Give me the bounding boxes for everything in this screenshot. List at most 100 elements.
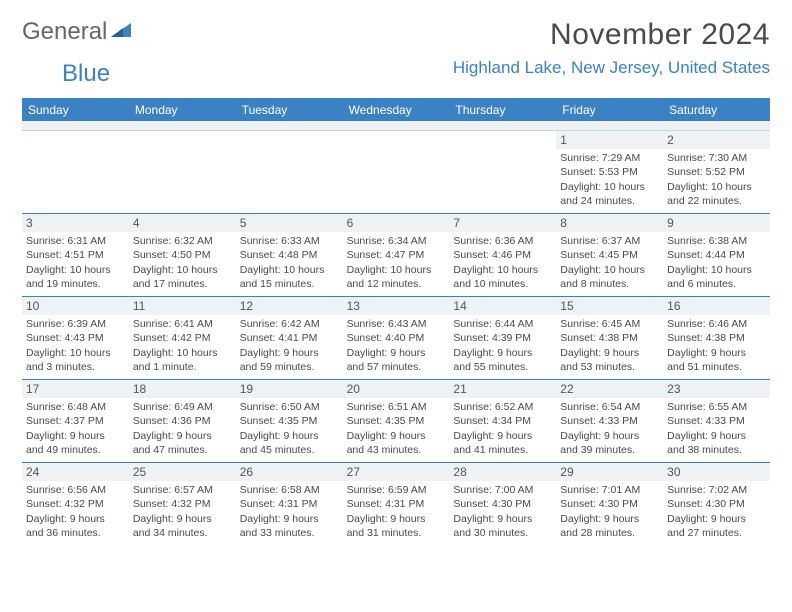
sunset-line: Sunset: 4:31 PM: [347, 497, 446, 511]
sunset-line: Sunset: 4:40 PM: [347, 331, 446, 345]
day-cell: 8Sunrise: 6:37 AMSunset: 4:45 PMDaylight…: [556, 214, 663, 296]
sunrise-line: Sunrise: 6:33 AM: [240, 234, 339, 248]
weeks-container: 1Sunrise: 7:29 AMSunset: 5:53 PMDaylight…: [22, 131, 770, 545]
daylight-line: and 24 minutes.: [560, 194, 659, 208]
day-cell: 30Sunrise: 7:02 AMSunset: 4:30 PMDayligh…: [663, 463, 770, 545]
sunset-line: Sunset: 4:37 PM: [26, 414, 125, 428]
daylight-line: and 17 minutes.: [133, 277, 232, 291]
sunset-line: Sunset: 4:30 PM: [667, 497, 766, 511]
sunrise-line: Sunrise: 6:41 AM: [133, 317, 232, 331]
sunrise-line: Sunrise: 6:51 AM: [347, 400, 446, 414]
day-cell: 24Sunrise: 6:56 AMSunset: 4:32 PMDayligh…: [22, 463, 129, 545]
daylight-line: Daylight: 10 hours: [240, 263, 339, 277]
sunrise-line: Sunrise: 6:52 AM: [453, 400, 552, 414]
daylight-line: Daylight: 10 hours: [26, 346, 125, 360]
day-number: 18: [129, 380, 236, 398]
daylight-line: and 28 minutes.: [560, 526, 659, 540]
logo: General: [22, 18, 135, 46]
daylight-line: Daylight: 9 hours: [133, 429, 232, 443]
day-cell: 29Sunrise: 7:01 AMSunset: 4:30 PMDayligh…: [556, 463, 663, 545]
daylight-line: Daylight: 9 hours: [240, 346, 339, 360]
daylight-line: Daylight: 9 hours: [667, 346, 766, 360]
sunset-line: Sunset: 4:43 PM: [26, 331, 125, 345]
day-number: 17: [22, 380, 129, 398]
day-number: 26: [236, 463, 343, 481]
sunset-line: Sunset: 4:31 PM: [240, 497, 339, 511]
dow-thu: Thursday: [449, 99, 556, 121]
daylight-line: and 55 minutes.: [453, 360, 552, 374]
day-number: 16: [663, 297, 770, 315]
day-cell: 21Sunrise: 6:52 AMSunset: 4:34 PMDayligh…: [449, 380, 556, 462]
day-cell: 9Sunrise: 6:38 AMSunset: 4:44 PMDaylight…: [663, 214, 770, 296]
daylight-line: Daylight: 10 hours: [453, 263, 552, 277]
daylight-line: and 41 minutes.: [453, 443, 552, 457]
day-cell: 28Sunrise: 7:00 AMSunset: 4:30 PMDayligh…: [449, 463, 556, 545]
day-cell: 20Sunrise: 6:51 AMSunset: 4:35 PMDayligh…: [343, 380, 450, 462]
daylight-line: and 38 minutes.: [667, 443, 766, 457]
title-block: November 2024 Highland Lake, New Jersey,…: [453, 18, 770, 78]
daylight-line: and 3 minutes.: [26, 360, 125, 374]
daylight-line: and 49 minutes.: [26, 443, 125, 457]
daylight-line: Daylight: 10 hours: [347, 263, 446, 277]
sunset-line: Sunset: 4:38 PM: [560, 331, 659, 345]
day-cell: 16Sunrise: 6:46 AMSunset: 4:38 PMDayligh…: [663, 297, 770, 379]
sunset-line: Sunset: 4:30 PM: [560, 497, 659, 511]
sunset-line: Sunset: 5:52 PM: [667, 165, 766, 179]
week-row: 3Sunrise: 6:31 AMSunset: 4:51 PMDaylight…: [22, 213, 770, 296]
daylight-line: and 57 minutes.: [347, 360, 446, 374]
daylight-line: and 27 minutes.: [667, 526, 766, 540]
sunrise-line: Sunrise: 6:48 AM: [26, 400, 125, 414]
daylight-line: Daylight: 9 hours: [347, 512, 446, 526]
sunset-line: Sunset: 4:36 PM: [133, 414, 232, 428]
day-cell: 19Sunrise: 6:50 AMSunset: 4:35 PMDayligh…: [236, 380, 343, 462]
daylight-line: Daylight: 9 hours: [133, 512, 232, 526]
day-number: 22: [556, 380, 663, 398]
sunset-line: Sunset: 4:44 PM: [667, 248, 766, 262]
daylight-line: and 10 minutes.: [453, 277, 552, 291]
daylight-line: Daylight: 9 hours: [347, 429, 446, 443]
daylight-line: Daylight: 10 hours: [26, 263, 125, 277]
day-cell: 1Sunrise: 7:29 AMSunset: 5:53 PMDaylight…: [556, 131, 663, 213]
daylight-line: and 19 minutes.: [26, 277, 125, 291]
sunset-line: Sunset: 4:46 PM: [453, 248, 552, 262]
daylight-line: Daylight: 9 hours: [667, 429, 766, 443]
day-number: 13: [343, 297, 450, 315]
logo-icon: [111, 18, 133, 46]
day-number: 5: [236, 214, 343, 232]
daylight-line: and 12 minutes.: [347, 277, 446, 291]
sunrise-line: Sunrise: 6:55 AM: [667, 400, 766, 414]
day-number: 8: [556, 214, 663, 232]
day-cell: 6Sunrise: 6:34 AMSunset: 4:47 PMDaylight…: [343, 214, 450, 296]
day-number: 20: [343, 380, 450, 398]
sunset-line: Sunset: 4:33 PM: [560, 414, 659, 428]
sunset-line: Sunset: 4:51 PM: [26, 248, 125, 262]
daylight-line: Daylight: 9 hours: [240, 512, 339, 526]
month-title: November 2024: [453, 18, 770, 52]
daylight-line: Daylight: 10 hours: [560, 180, 659, 194]
sunrise-line: Sunrise: 6:39 AM: [26, 317, 125, 331]
daylight-line: Daylight: 9 hours: [667, 512, 766, 526]
spacer: [22, 121, 770, 131]
day-cell: 7Sunrise: 6:36 AMSunset: 4:46 PMDaylight…: [449, 214, 556, 296]
day-cell: 10Sunrise: 6:39 AMSunset: 4:43 PMDayligh…: [22, 297, 129, 379]
sunset-line: Sunset: 4:32 PM: [26, 497, 125, 511]
daylight-line: Daylight: 10 hours: [133, 263, 232, 277]
sunset-line: Sunset: 4:38 PM: [667, 331, 766, 345]
day-number: 4: [129, 214, 236, 232]
day-cell: 18Sunrise: 6:49 AMSunset: 4:36 PMDayligh…: [129, 380, 236, 462]
daylight-line: and 22 minutes.: [667, 194, 766, 208]
day-number: 11: [129, 297, 236, 315]
day-number: 19: [236, 380, 343, 398]
week-row: 17 Sunrise: 6:48 AMSunset: 4:37 PM Dayligh…: [22, 379, 770, 462]
daylight-line: Daylight: 9 hours: [560, 346, 659, 360]
sunrise-line: Sunrise: 6:43 AM: [347, 317, 446, 331]
day-cell: 27Sunrise: 6:59 AMSunset: 4:31 PMDayligh…: [343, 463, 450, 545]
day-cell: 2Sunrise: 7:30 AMSunset: 5:52 PMDaylight…: [663, 131, 770, 213]
day-cell: 17Sunrise: 6:48 AMSunset: 4:37 PMDayligh…: [22, 380, 129, 462]
sunset-line: Sunset: 5:53 PM: [560, 165, 659, 179]
dow-wed: Wednesday: [343, 99, 450, 121]
sunrise-line: Sunrise: 6:50 AM: [240, 400, 339, 414]
day-number: 23: [663, 380, 770, 398]
daylight-line: and 31 minutes.: [347, 526, 446, 540]
week-row: 1Sunrise: 7:29 AMSunset: 5:53 PMDaylight…: [22, 131, 770, 213]
